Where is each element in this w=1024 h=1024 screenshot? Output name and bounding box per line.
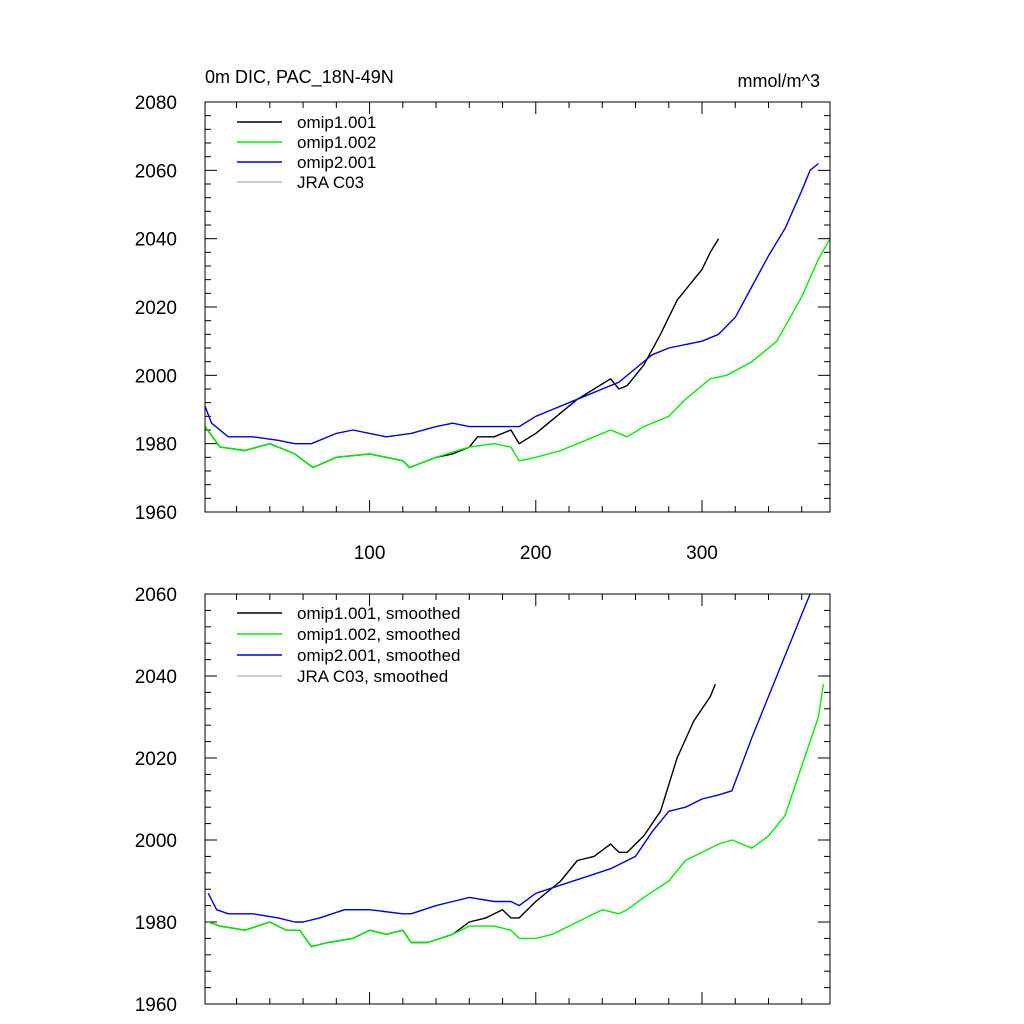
y-tick-label: 2000 <box>135 366 177 387</box>
series-line-omip1-001 <box>204 238 720 469</box>
legend-label-omip2-001: omip2.001 <box>297 153 376 172</box>
legend-label-omip2-001-smoothed: omip2.001, smoothed <box>297 646 461 665</box>
legend-label-omip1-001-smoothed: omip1.001, smoothed <box>297 604 461 623</box>
bottom-panel-ticks: 1960 1980 2000 2020 2040 2060 <box>135 585 830 1016</box>
y-tick-label: 2020 <box>135 298 177 319</box>
series-line-omip1-002 <box>204 238 831 469</box>
top-panel: 0m DIC, PAC_18N-49N mmol/m^3 1960 1980 200… <box>135 67 831 564</box>
top-panel-units: mmol/m^3 <box>738 71 820 91</box>
legend-label-jra-c03: JRA C03 <box>297 173 364 192</box>
y-tick-label: 2040 <box>135 230 177 251</box>
y-tick-label: 2020 <box>135 749 177 770</box>
legend-label-omip1-002-smoothed: omip1.002, smoothed <box>297 625 461 644</box>
x-tick-label: 300 <box>686 543 718 564</box>
series-line-omip1-001-smoothed <box>208 683 716 948</box>
legend-label-jra-c03-smoothed: JRA C03, smoothed <box>297 667 448 686</box>
bottom-panel-series-lines <box>207 593 825 948</box>
bottom-panel: 1960 1980 2000 2020 2040 2060 omip1.001, smoo… <box>135 585 831 1016</box>
bottom-panel-frame <box>204 593 831 1005</box>
y-tick-label: 2060 <box>135 585 177 606</box>
legend-label-omip1-002: omip1.002 <box>297 133 376 152</box>
series-line-omip1-002-smoothed <box>208 684 825 948</box>
y-tick-label: 1960 <box>135 995 177 1016</box>
series-line-omip2-001-smoothed <box>207 593 811 923</box>
bottom-panel-legend: omip1.001, smoothed omip1.002, smoothed om… <box>237 604 461 686</box>
y-tick-label: 1960 <box>135 503 177 524</box>
series-line-omip2-001 <box>204 162 819 445</box>
y-tick-label: 2060 <box>135 161 177 182</box>
top-panel-title: 0m DIC, PAC_18N-49N <box>205 67 394 88</box>
x-tick-label: 200 <box>520 543 552 564</box>
y-tick-label: 2000 <box>135 831 177 852</box>
top-panel-ticks: 1960 1980 2000 2020 2040 2060 2080 100 200 300 <box>135 93 830 564</box>
x-tick-label: 100 <box>354 543 386 564</box>
y-tick-label: 2080 <box>135 93 177 114</box>
y-tick-label: 1980 <box>135 435 177 456</box>
y-tick-label: 1980 <box>135 913 177 934</box>
top-panel-frame <box>204 101 831 513</box>
legend-label-omip1-001: omip1.001 <box>297 113 376 132</box>
y-tick-label: 2040 <box>135 667 177 688</box>
top-panel-series-lines <box>204 162 831 469</box>
